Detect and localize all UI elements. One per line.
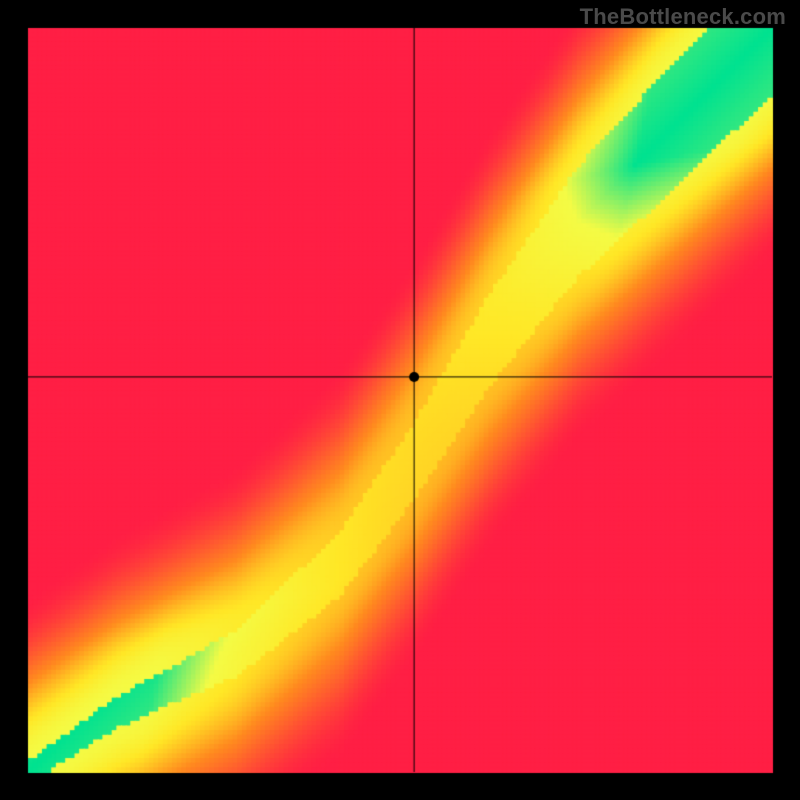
bottleneck-heatmap (0, 0, 800, 800)
watermark-text: TheBottleneck.com (580, 4, 786, 30)
chart-container: TheBottleneck.com (0, 0, 800, 800)
